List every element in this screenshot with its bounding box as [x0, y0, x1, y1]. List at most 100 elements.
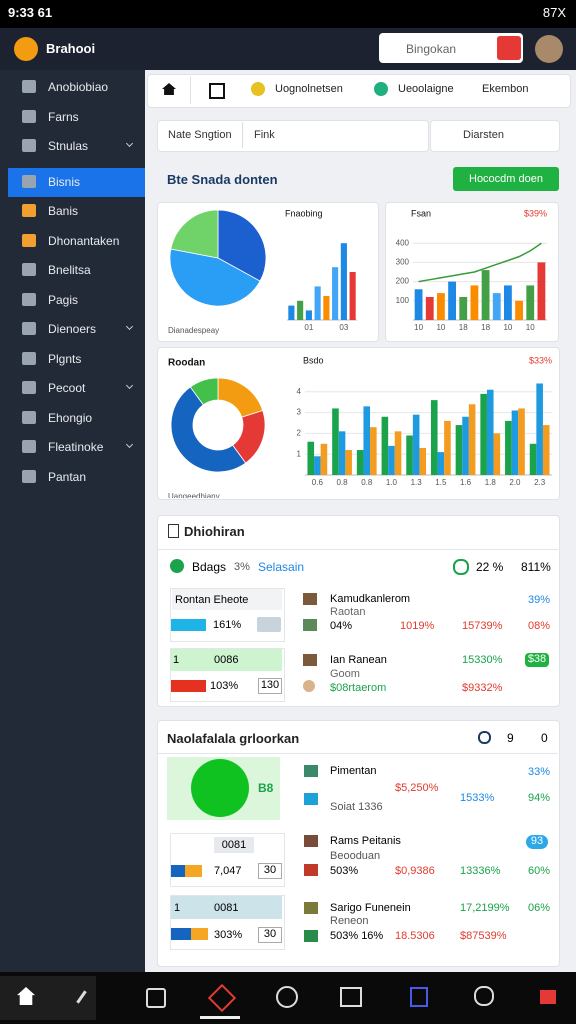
bar	[437, 293, 445, 320]
sidebar-item[interactable]: Bnelitsa	[48, 263, 91, 277]
sidebar-item[interactable]: Dienoers	[48, 322, 97, 336]
y-tick-label: 400	[396, 238, 410, 247]
sidebar-icon	[22, 381, 36, 394]
divider	[242, 122, 243, 148]
item-icon	[304, 835, 318, 847]
panel-icon-text[interactable]: 9	[507, 731, 514, 745]
x-tick-label: 0.8	[361, 478, 373, 487]
nav-doc[interactable]	[410, 987, 428, 1007]
bar	[462, 416, 469, 475]
bar	[459, 296, 468, 320]
bar	[470, 285, 479, 320]
sidebar-icon	[22, 292, 36, 306]
search-button[interactable]	[497, 36, 521, 60]
section-button[interactable]: Hococdm doen	[453, 167, 559, 191]
chart-canvas: Uangeedhiany Roodan 1 2 3 4 Bsdo $33% 0.6 0.8 0.8 1…	[168, 355, 552, 498]
item-name: Kamudkanlerom	[330, 593, 411, 605]
status-icons: 87X	[542, 5, 566, 20]
nav-search[interactable]	[474, 986, 494, 1006]
item-value: 503%	[330, 865, 359, 877]
divider	[157, 753, 558, 754]
chip: 0081	[214, 837, 254, 853]
filter-middle: Fink	[254, 129, 275, 141]
stat-value: 103%	[210, 680, 239, 692]
sidebar-item[interactable]: Pagis	[48, 292, 79, 307]
search-icon[interactable]	[478, 731, 491, 744]
chip: 30	[258, 863, 282, 879]
bar	[305, 310, 312, 320]
nav-home[interactable]	[17, 987, 35, 1005]
bar	[493, 433, 501, 475]
x-tick-label: 03	[339, 323, 348, 332]
y-tick-label: 1	[297, 449, 302, 458]
bar	[492, 293, 501, 320]
item-value: 1533%	[460, 792, 495, 804]
app-name: Brahooi	[46, 41, 96, 56]
panel-icon-text[interactable]: 0	[541, 731, 548, 745]
tab-icon	[374, 82, 388, 96]
bar	[481, 270, 490, 320]
sidebar-item[interactable]: Farns	[48, 109, 79, 124]
x-tick-label: 18	[459, 323, 468, 332]
sidebar-icon	[22, 233, 36, 247]
item-name: Pimentan	[330, 765, 377, 777]
filter-search[interactable]	[430, 120, 560, 152]
chip: 130	[258, 678, 282, 694]
item-value: 15739%	[462, 620, 503, 632]
x-tick-label: 18	[481, 323, 490, 332]
item-name: Rams Peitanis	[330, 835, 401, 847]
tab[interactable]: Uognolnetsen	[275, 83, 343, 95]
tab-icon	[251, 82, 265, 96]
tab-icon	[458, 82, 472, 96]
x-tick-label: 1.3	[411, 478, 423, 487]
filter-input[interactable]	[157, 120, 429, 152]
tab-icon[interactable]	[209, 83, 225, 99]
nav-box[interactable]	[146, 988, 166, 1008]
nav-window[interactable]	[340, 987, 362, 1007]
stat-value: 303%	[214, 929, 243, 941]
stat-label: Rontan Eheote	[175, 594, 249, 606]
sidebar-item[interactable]: Banis	[48, 204, 79, 218]
summary-link[interactable]: Selasain	[258, 560, 305, 574]
bar	[505, 420, 512, 475]
chart-caption: Dianadespeay	[168, 326, 219, 335]
x-tick-label: 10	[436, 323, 445, 332]
sidebar-icon	[22, 440, 36, 453]
item-sub: Beooduan	[330, 850, 381, 862]
y-tick-label: 4	[297, 387, 302, 396]
x-tick-label: 1.6	[460, 478, 472, 487]
nav-circle[interactable]	[276, 986, 298, 1008]
sidebar-item[interactable]: Bisnis	[48, 174, 81, 189]
panel-title: Dhiohiran	[184, 524, 245, 539]
nav-gift[interactable]	[540, 990, 556, 1004]
chart-title: Fsan	[411, 208, 431, 218]
tab[interactable]: Ueoolaigne	[398, 83, 454, 95]
sidebar-item[interactable]: Stnulas	[48, 139, 89, 153]
sidebar-item[interactable]: Fleatinoke	[48, 440, 104, 454]
sidebar-icon	[22, 139, 36, 152]
tab[interactable]: Ekembon	[482, 83, 529, 95]
sidebar-item[interactable]: Plgnts	[48, 351, 82, 366]
bar	[288, 305, 295, 320]
bar	[340, 243, 347, 320]
sidebar-icon	[22, 263, 36, 276]
sidebar-item[interactable]: Pecoot	[48, 381, 86, 395]
avatar[interactable]	[535, 35, 563, 63]
item-value: 503% 16%	[330, 930, 384, 942]
slice	[217, 209, 267, 282]
stat-box	[170, 833, 285, 887]
item-value: 60%	[528, 865, 551, 877]
status-time: 9:33 61	[8, 5, 53, 20]
item-name: Ian Ranean	[330, 654, 387, 666]
sidebar-item[interactable]: Dhonantaken	[48, 233, 120, 248]
sidebar-item[interactable]: Pantan	[48, 469, 87, 484]
bar	[529, 443, 537, 475]
stat-box-head	[172, 589, 282, 610]
item-value: 13336%	[460, 865, 501, 877]
stat-box	[170, 895, 285, 950]
bar	[518, 408, 525, 475]
summary-count: 22 %	[476, 560, 504, 574]
sidebar-item[interactable]: Ehongio	[48, 410, 93, 425]
sidebar-item[interactable]: Anobiobiao	[48, 80, 109, 94]
